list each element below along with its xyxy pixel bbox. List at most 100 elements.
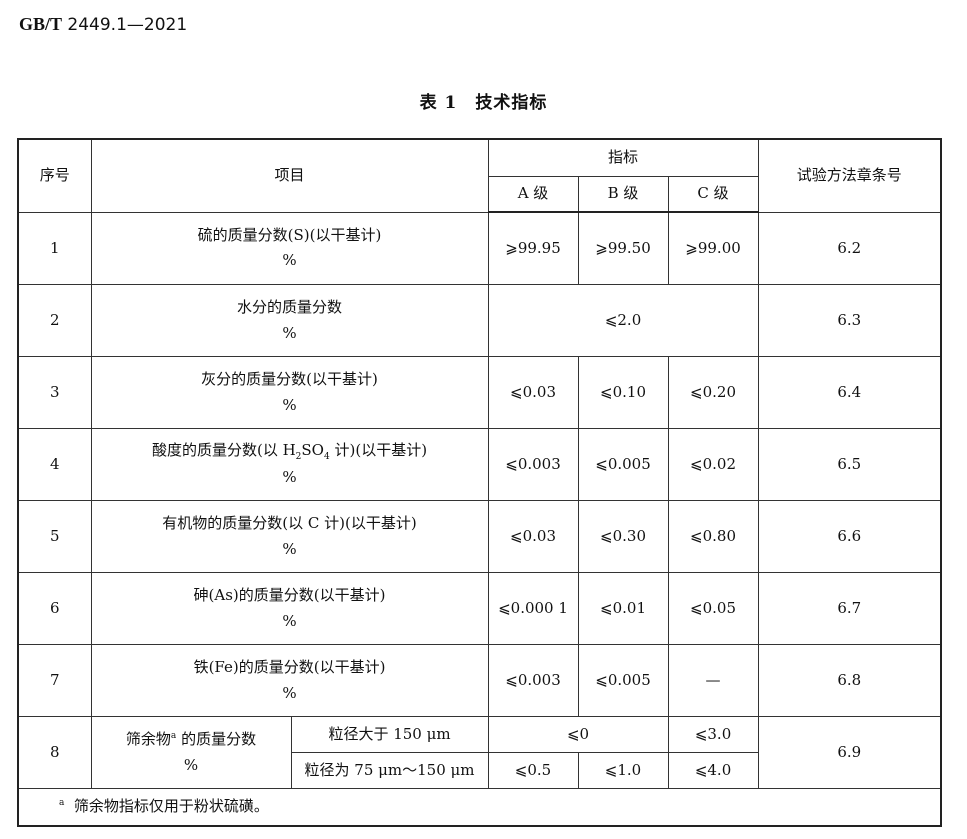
header-item: 项目 <box>90 138 489 213</box>
value-a: ⩽0.000 1 <box>487 572 579 645</box>
footnote-text: 筛余物指标仅用于粉状硫磺。 <box>73 797 269 816</box>
standard-prefix: GB/T <box>19 14 63 34</box>
row-index: 1 <box>17 211 92 285</box>
method-clause: 6.7 <box>757 572 942 645</box>
row-index: 3 <box>17 356 92 429</box>
technical-indicators-table: 序号 项目 指标 试验方法章条号 A 级 B 级 C 级 1 硫的质量分数(S)… <box>17 138 943 827</box>
value-c: — <box>667 644 759 717</box>
method-clause: 6.9 <box>757 716 942 789</box>
value-a: ⩽0.03 <box>487 356 579 429</box>
item-unit: % <box>282 539 297 558</box>
header-method: 试验方法章条号 <box>757 138 942 213</box>
footnote: a 筛余物指标仅用于粉状硫磺。 <box>17 788 942 827</box>
value-a: ⩾99.95 <box>487 211 579 285</box>
header-row: 序号 项目 指标 试验方法章条号 <box>17 138 942 213</box>
value-b: ⩽0.01 <box>577 572 669 645</box>
item-name: 筛余物a 的质量分数 <box>126 730 256 748</box>
table-row: 4 酸度的质量分数(以 H2SO4 计)(以干基计)% ⩽0.003 ⩽0.00… <box>17 428 942 501</box>
row-item: 灰分的质量分数(以干基计)% <box>90 356 489 429</box>
value-a: ⩽0.003 <box>487 428 579 501</box>
table-caption: 表 1 技术指标 <box>419 93 548 113</box>
item-text: 筛余物 <box>125 730 171 748</box>
table-row: 粒径为 75 μm～150 μm ⩽0.5 ⩽1.0 ⩽4.0 <box>18 752 941 789</box>
item-unit: % <box>282 468 297 487</box>
row-item: 铁(Fe)的质量分数(以干基计)% <box>90 644 489 717</box>
item-name: 水分的质量分数 <box>237 298 343 316</box>
subscript: 2 <box>295 452 302 463</box>
value-c: ⩽0.80 <box>667 500 759 573</box>
value-all-grades: ⩽2.0 <box>487 284 759 357</box>
item-unit: % <box>282 251 297 270</box>
value-a: ⩽0.003 <box>487 644 579 717</box>
sub-item-label: 粒径大于 150 μm <box>290 716 489 753</box>
row-item: 水分的质量分数% <box>90 284 489 357</box>
value-a: ⩽0.5 <box>487 752 579 789</box>
row-index: 4 <box>17 428 92 501</box>
value-c: ⩽0.20 <box>667 356 759 429</box>
value-a-b: ⩽0 <box>487 716 669 753</box>
header-row-grades: A 级 B 级 C 级 <box>18 176 941 213</box>
item-unit: % <box>282 323 297 342</box>
table-row: 3 灰分的质量分数(以干基计)% ⩽0.03 ⩽0.10 ⩽0.20 6.4 <box>17 356 942 429</box>
item-name: 酸度的质量分数(以 H2SO4 计)(以干基计) <box>151 441 428 463</box>
item-text: 的质量分数 <box>176 730 257 748</box>
row-item: 酸度的质量分数(以 H2SO4 计)(以干基计)% <box>90 428 489 501</box>
row-item: 硫的质量分数(S)(以干基计)% <box>90 211 489 285</box>
item-name: 灰分的质量分数(以干基计) <box>201 370 378 388</box>
row-index: 7 <box>17 644 92 717</box>
header-indicator: 指标 <box>487 138 759 177</box>
row-index: 2 <box>17 284 92 357</box>
method-clause: 6.2 <box>757 211 942 285</box>
row-index: 5 <box>17 500 92 573</box>
value-a: ⩽0.03 <box>487 500 579 573</box>
item-name: 有机物的质量分数(以 C 计)(以干基计) <box>162 514 417 532</box>
item-name: 硫的质量分数(S)(以干基计) <box>197 225 382 244</box>
row-item: 筛余物a 的质量分数% <box>90 716 292 789</box>
table-row: 6 砷(As)的质量分数(以干基计)% ⩽0.000 1 ⩽0.01 ⩽0.05… <box>17 572 942 645</box>
value-c: ⩽3.0 <box>667 716 759 753</box>
header-index: 序号 <box>17 138 92 213</box>
row-index: 8 <box>17 716 92 789</box>
value-b: ⩽0.10 <box>577 356 669 429</box>
footnote-ref: a <box>170 731 177 741</box>
value-c: ⩽4.0 <box>667 752 759 789</box>
row-item: 砷(As)的质量分数(以干基计)% <box>90 572 489 645</box>
header-grade-b: B 级 <box>577 176 669 213</box>
item-unit: % <box>282 611 297 630</box>
subscript: 4 <box>323 452 330 463</box>
item-unit: % <box>282 395 297 414</box>
table-row: 7 铁(Fe)的质量分数(以干基计)% ⩽0.003 ⩽0.005 — 6.8 <box>17 644 942 717</box>
standard-code: 2449.1—2021 <box>67 15 188 35</box>
table-row: 1 硫的质量分数(S)(以干基计)% ⩾99.95 ⩾99.50 ⩾99.00 … <box>17 211 942 285</box>
value-b: ⩽0.005 <box>577 428 669 501</box>
item-text: 计)(以干基计) <box>329 441 428 460</box>
table-row: 2 水分的质量分数% ⩽2.0 6.3 <box>17 284 942 357</box>
value-b: ⩽0.30 <box>577 500 669 573</box>
table-row: 5 有机物的质量分数(以 C 计)(以干基计)% ⩽0.03 ⩽0.30 ⩽0.… <box>17 500 942 573</box>
header-grade-c: C 级 <box>667 176 759 213</box>
footnote-row: a 筛余物指标仅用于粉状硫磺。 <box>17 788 942 827</box>
method-clause: 6.5 <box>757 428 942 501</box>
method-clause: 6.6 <box>757 500 942 573</box>
header-grade-a: A 级 <box>487 176 579 213</box>
item-text: 酸度的质量分数(以 H <box>151 441 296 460</box>
table-row: 8 筛余物a 的质量分数% 粒径大于 150 μm ⩽0 ⩽3.0 6.9 <box>17 716 942 789</box>
row-item: 有机物的质量分数(以 C 计)(以干基计)% <box>90 500 489 573</box>
value-b: ⩽0.005 <box>577 644 669 717</box>
item-unit: % <box>282 683 297 702</box>
method-clause: 6.4 <box>757 356 942 429</box>
sub-item-label: 粒径为 75 μm～150 μm <box>290 752 489 789</box>
value-b: ⩾99.50 <box>577 211 669 285</box>
item-text: SO <box>301 441 324 460</box>
item-name: 砷(As)的质量分数(以干基计) <box>193 586 386 604</box>
value-c: ⩽0.02 <box>667 428 759 501</box>
footnote-mark: a <box>59 798 65 809</box>
value-c: ⩾99.00 <box>667 211 759 285</box>
row-index: 6 <box>17 572 92 645</box>
standard-number: GB/T 2449.1—2021 <box>19 14 187 35</box>
method-clause: 6.8 <box>757 644 942 717</box>
value-c: ⩽0.05 <box>667 572 759 645</box>
item-unit: % <box>183 755 199 774</box>
method-clause: 6.3 <box>757 284 942 357</box>
value-b: ⩽1.0 <box>577 752 669 789</box>
